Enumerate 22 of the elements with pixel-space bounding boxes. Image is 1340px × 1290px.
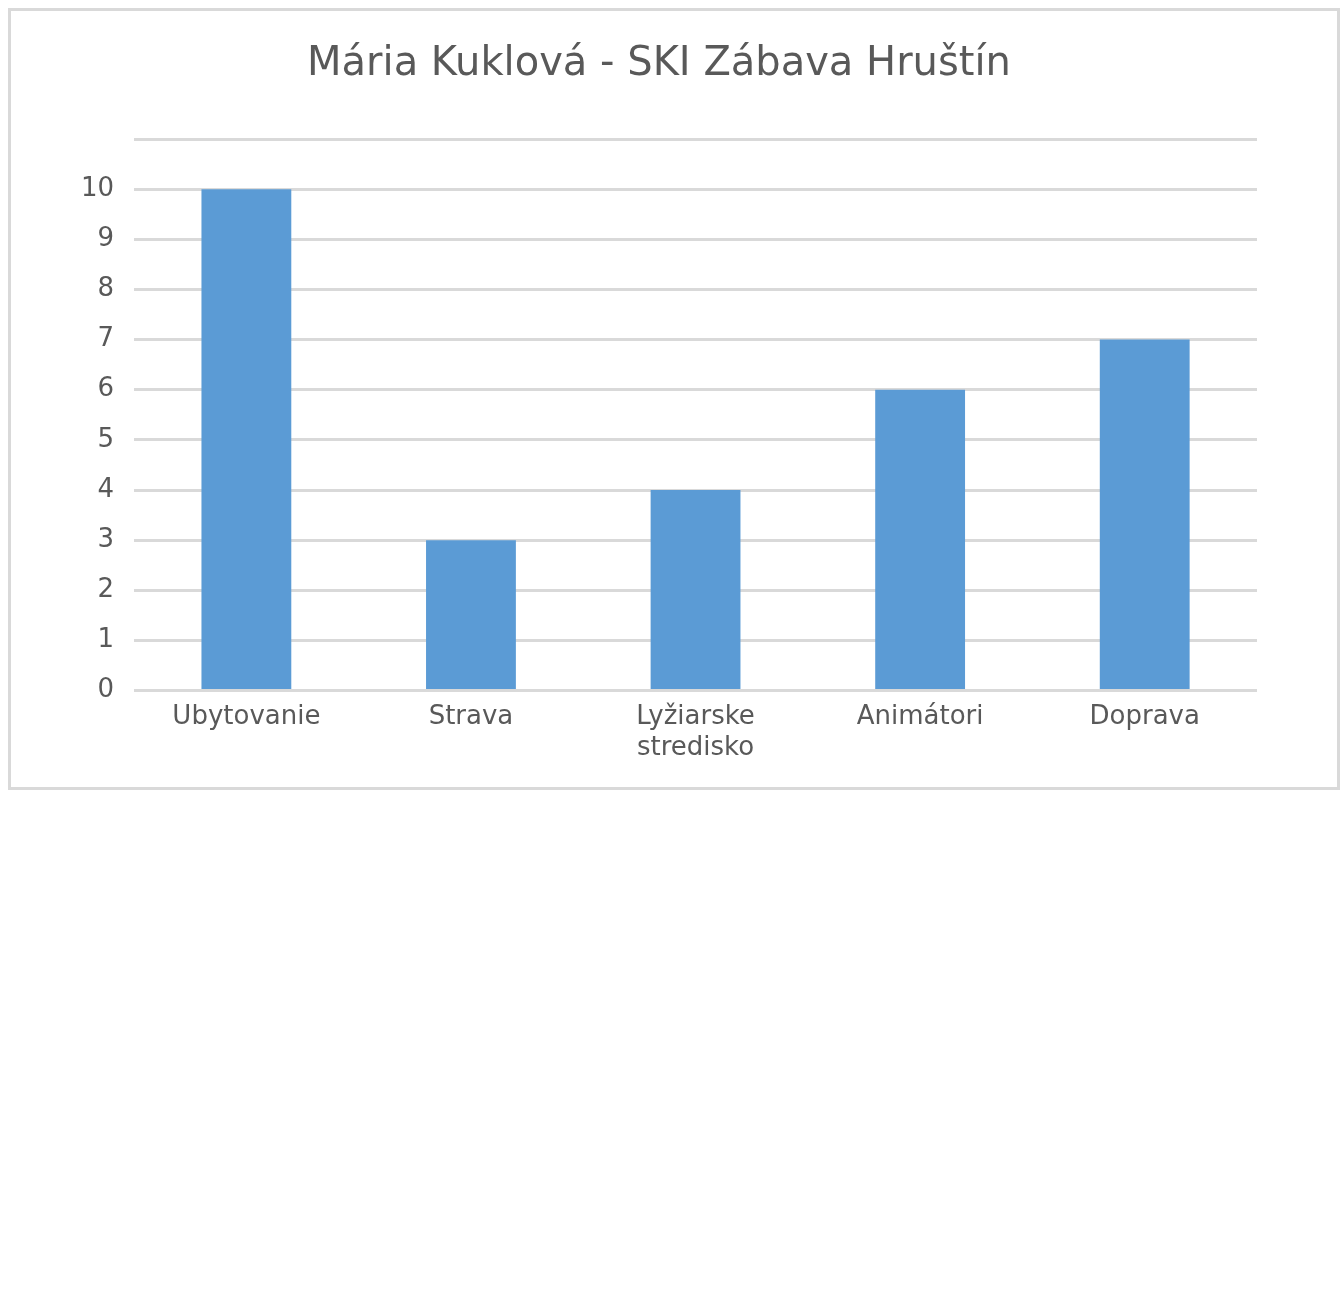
y-tick-label: 0 [97,673,115,704]
x-tick-label: Strava [428,699,514,730]
y-tick-label: 4 [97,472,115,503]
y-tick-label: 7 [97,322,115,353]
y-tick-label: 2 [97,573,115,604]
x-tick-label: Doprava [1089,699,1200,730]
bar [875,389,966,690]
bar [1099,339,1190,690]
y-tick-label: 10 [80,171,115,202]
y-tick-label: 9 [97,222,115,253]
y-tick-label: 1 [97,623,115,654]
bar [426,540,516,690]
chart-title: Mária Kuklová - SKI Zábava Hruštín [307,38,1011,85]
y-tick-label: 6 [97,372,115,403]
x-tick-label: Lyžiarske stredisko [636,699,755,762]
x-tick-label: Ubytovanie [172,699,321,730]
bar [201,189,292,690]
bar [650,490,741,690]
y-tick-label: 3 [97,522,115,553]
y-tick-label: 5 [97,422,115,453]
y-tick-label: 8 [97,272,115,303]
x-tick-label: Animátori [856,699,984,730]
